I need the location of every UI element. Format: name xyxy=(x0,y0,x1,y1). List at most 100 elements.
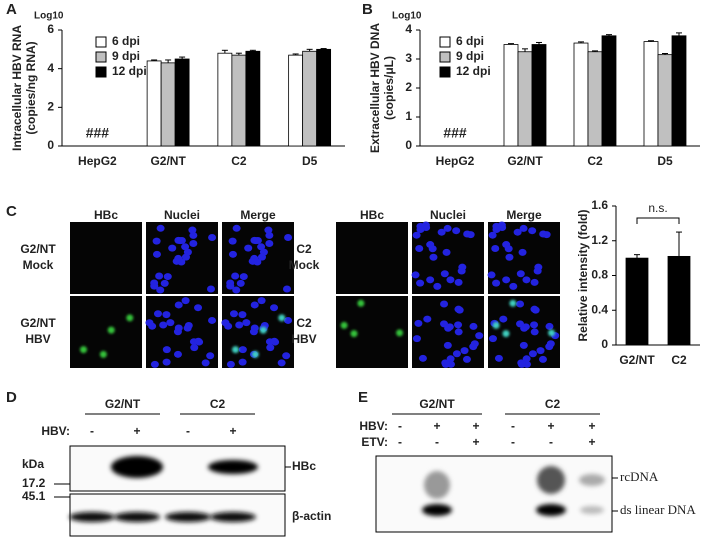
nucleus xyxy=(145,319,154,327)
nucleus xyxy=(446,355,455,363)
size-marker: 17.2 xyxy=(22,476,46,490)
band xyxy=(422,504,452,516)
nucleus xyxy=(455,306,464,314)
nucleus xyxy=(446,276,455,284)
nucleus xyxy=(172,257,181,265)
band xyxy=(424,471,450,499)
nucleus xyxy=(539,230,548,238)
group-label: C2 xyxy=(210,397,226,411)
nucleus xyxy=(238,311,247,319)
nucleus xyxy=(232,286,241,294)
nucleus xyxy=(150,360,159,368)
x-tick-label: C2 xyxy=(671,353,687,367)
y-tick-label: 0 xyxy=(47,138,54,152)
axis-note: Log10 xyxy=(392,11,422,22)
nucleus xyxy=(282,352,291,360)
nucleus xyxy=(416,279,425,287)
legend-swatch xyxy=(95,51,107,63)
nucleus xyxy=(238,346,247,354)
hbc-signal xyxy=(251,350,259,358)
band xyxy=(111,456,163,478)
x-tick-label: G2/NT xyxy=(507,154,543,168)
band xyxy=(69,512,115,522)
nucleus xyxy=(452,227,461,235)
nucleus xyxy=(442,248,451,256)
nucleus xyxy=(492,279,501,287)
y-tick-label: 2 xyxy=(405,80,412,94)
column-header: HBc xyxy=(360,208,384,222)
nucleus xyxy=(545,343,554,351)
legend-label: 6 dpi xyxy=(456,34,484,48)
nucleus xyxy=(516,300,525,308)
treatment-sign: - xyxy=(511,435,515,449)
legend-label: 9 dpi xyxy=(112,49,140,63)
nucleus xyxy=(150,282,159,290)
blot xyxy=(375,455,613,533)
row-label: Mock xyxy=(289,258,320,272)
nucleus xyxy=(159,321,168,329)
x-tick-label: HepG2 xyxy=(436,154,475,168)
kda-label: kDa xyxy=(22,457,44,471)
nucleus xyxy=(264,226,273,234)
column-header: Nuclei xyxy=(430,208,466,222)
micrograph xyxy=(336,296,408,368)
hbc-signal xyxy=(278,314,286,322)
hbc-signal xyxy=(107,326,115,334)
hbc-signal xyxy=(492,321,500,329)
nucleus xyxy=(284,233,293,241)
nucleus xyxy=(282,285,291,293)
treatment-sign: - xyxy=(511,419,515,433)
nucleus xyxy=(499,315,508,323)
nucleus xyxy=(176,237,185,245)
nucleus xyxy=(174,324,183,332)
hbc-signal xyxy=(259,326,267,334)
nucleus xyxy=(519,341,528,349)
bar xyxy=(517,51,533,147)
legend-swatch xyxy=(439,51,451,63)
y-axis-label: Extracellular HBV DNA xyxy=(368,23,382,153)
nucleus xyxy=(444,324,453,332)
bar xyxy=(217,52,233,147)
hbc-signal xyxy=(99,350,107,358)
bar xyxy=(231,54,247,147)
y-tick-label: 2 xyxy=(47,100,54,114)
column-header: HBc xyxy=(94,208,118,222)
nucleus xyxy=(509,282,518,290)
band-label: β-actin xyxy=(292,509,331,523)
nucleus xyxy=(522,355,531,363)
nucleus xyxy=(181,243,190,251)
treatment-sign: + xyxy=(547,419,554,433)
nucleus xyxy=(528,350,537,358)
nucleus xyxy=(488,231,497,239)
nucleus xyxy=(238,358,247,366)
nucleus xyxy=(201,359,210,367)
bar xyxy=(531,44,547,147)
y-axis-label: Intracellular HBV RNA xyxy=(10,25,24,151)
nucleus xyxy=(153,310,162,318)
bar xyxy=(657,54,673,147)
treatment-sign: + xyxy=(229,424,236,438)
hbc-signal xyxy=(350,330,358,338)
hbc-signal xyxy=(509,299,517,307)
nucleus xyxy=(194,304,203,312)
x-tick-label: G2/NT xyxy=(150,154,186,168)
nucleus xyxy=(162,358,171,366)
row-label: G2/NT xyxy=(20,242,56,256)
treatment-sign: - xyxy=(398,435,402,449)
micrograph xyxy=(70,296,142,368)
nucleus xyxy=(239,273,248,281)
treatment-sign: + xyxy=(472,419,479,433)
treatment-label: ETV: xyxy=(361,435,388,449)
nucleus xyxy=(462,355,471,363)
band xyxy=(165,512,211,522)
treatment-sign: + xyxy=(433,419,440,433)
annotation: ### xyxy=(443,125,467,141)
nucleus xyxy=(252,237,261,245)
x-tick-label: D5 xyxy=(657,154,673,168)
nucleus xyxy=(441,360,450,368)
nucleus xyxy=(428,245,437,253)
band-label: ds linear DNA xyxy=(620,502,696,517)
nucleus xyxy=(426,276,435,284)
y-axis-label: (copies/μL) xyxy=(382,56,396,120)
nucleus xyxy=(516,270,525,278)
